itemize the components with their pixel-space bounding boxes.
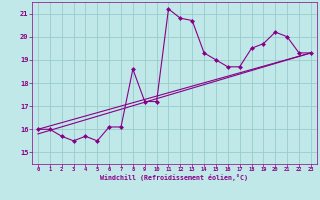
X-axis label: Windchill (Refroidissement éolien,°C): Windchill (Refroidissement éolien,°C) bbox=[100, 174, 248, 181]
